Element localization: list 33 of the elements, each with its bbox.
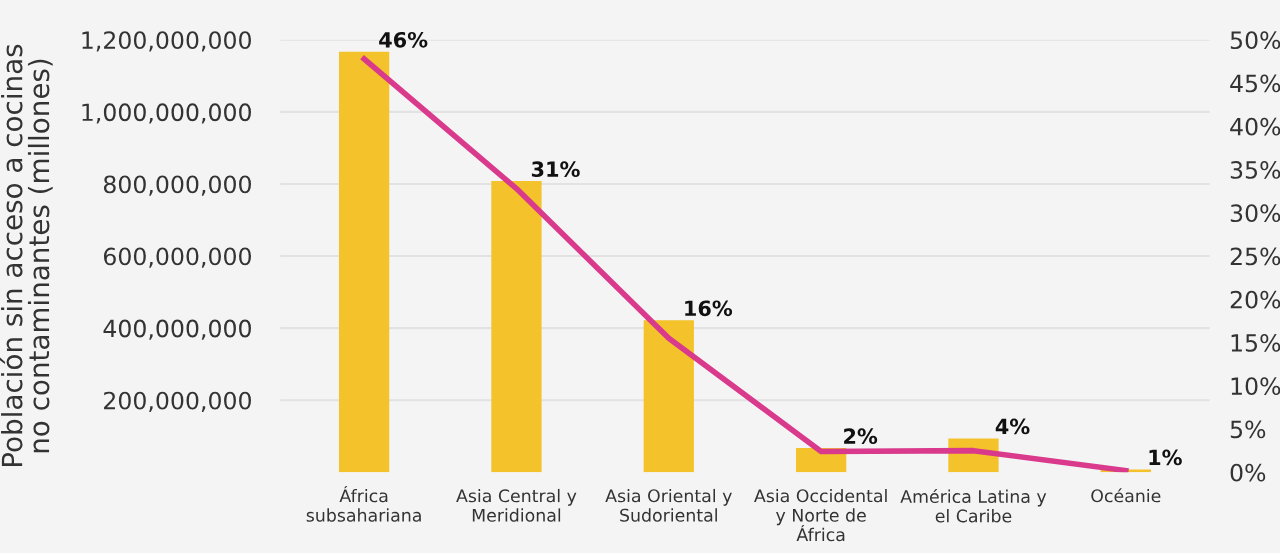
x-tick-label: África subsahariana: [306, 486, 421, 522]
y2-tick-label: 5%: [1230, 420, 1266, 439]
y2-tick-label: 40%: [1230, 117, 1280, 136]
y-tick-label: 400,000,000: [103, 319, 251, 340]
annotation: 31%: [531, 161, 580, 178]
y2-tick-label: 45%: [1230, 74, 1280, 93]
bar: [643, 320, 694, 473]
y2-tick-label: 15%: [1231, 333, 1280, 352]
y-axis-title: Población sin acceso a cocinas no contaminantes (millones): [0, 44, 53, 466]
y-tick-label: 800,000,000: [103, 175, 251, 196]
x-tick-label: América Latina y el Caribe: [900, 488, 1047, 523]
annotation: 16%: [685, 300, 733, 317]
y2-tick-label: 20%: [1230, 290, 1280, 309]
y-tick-label: 1,000,000,000: [82, 103, 251, 124]
bar: [491, 181, 542, 473]
y-tick-label: 1,200,000,000: [82, 31, 251, 52]
y-tick-label: 600,000,000: [103, 247, 251, 268]
x-tick-label: Asia Central y Meridional: [456, 488, 577, 522]
y2-tick-label: 0%: [1230, 463, 1266, 482]
annotation: 46%: [379, 31, 428, 48]
x-tick-label: Asia Oriental y Sudoriental: [605, 488, 732, 522]
y-tick-label: 200,000,000: [104, 391, 251, 412]
x-tick-label: Asia Occidental y Norte de África: [754, 488, 887, 542]
y2-tick-label: 10%: [1231, 377, 1280, 396]
annotation: 4%: [995, 418, 1030, 435]
y2-tick-label: 25%: [1230, 247, 1280, 266]
y2-tick-label: 35%: [1230, 161, 1280, 179]
annotation: 2%: [844, 428, 878, 445]
y2-tick-label: 50%: [1230, 31, 1280, 50]
y2-tick-label: 30%: [1230, 204, 1280, 223]
bar: [338, 51, 390, 473]
x-tick-label: Océanie: [1091, 488, 1161, 503]
annotation: 1%: [1149, 449, 1182, 466]
